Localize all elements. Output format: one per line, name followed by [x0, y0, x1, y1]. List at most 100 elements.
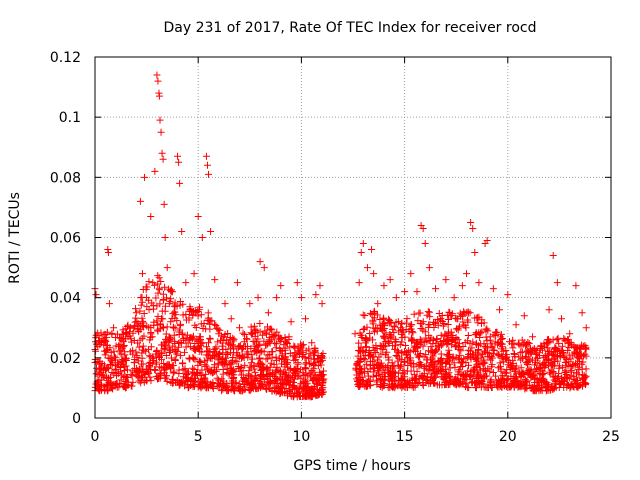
data-point: [445, 377, 453, 385]
data-point: [243, 381, 251, 389]
data-point: [202, 152, 210, 160]
data-point: [415, 362, 423, 370]
data-point: [419, 374, 427, 382]
data-point: [182, 343, 190, 351]
data-point: [116, 348, 124, 356]
data-point: [406, 348, 414, 356]
data-point: [209, 369, 217, 377]
data-point: [307, 373, 315, 381]
data-point: [475, 359, 483, 367]
data-point: [452, 378, 460, 386]
data-point: [137, 301, 145, 309]
data-point: [299, 378, 307, 386]
data-point: [490, 331, 498, 339]
data-point: [558, 374, 566, 382]
data-point: [578, 309, 586, 317]
data-point: [102, 330, 110, 338]
data-point: [411, 381, 419, 389]
data-point: [374, 300, 382, 308]
data-point: [157, 341, 165, 349]
data-point: [527, 366, 535, 374]
data-point: [389, 325, 397, 333]
data-point: [231, 357, 239, 365]
data-point: [467, 218, 475, 226]
data-point: [133, 352, 141, 360]
data-point: [193, 336, 201, 344]
data-point: [306, 369, 314, 377]
data-point: [420, 353, 428, 361]
data-point: [311, 390, 319, 398]
data-point: [233, 358, 241, 366]
data-point: [294, 359, 302, 367]
data-point: [403, 315, 411, 323]
data-point: [353, 371, 361, 379]
data-point: [511, 353, 519, 361]
data-point: [446, 360, 454, 368]
data-point: [401, 288, 409, 296]
data-point: [369, 344, 377, 352]
data-point: [475, 279, 483, 287]
data-point: [141, 173, 149, 181]
y-tick-label: 0.12: [50, 50, 81, 66]
data-point: [230, 337, 238, 345]
data-point: [307, 359, 315, 367]
data-point: [268, 354, 276, 362]
data-point: [256, 319, 264, 327]
data-point: [178, 227, 186, 235]
data-point: [138, 354, 146, 362]
data-point: [155, 92, 163, 100]
data-point: [469, 224, 477, 232]
chart-title: Day 231 of 2017, Rate Of TEC Index for r…: [164, 20, 537, 36]
data-point: [571, 361, 579, 369]
data-point: [449, 336, 457, 344]
data-point: [468, 344, 476, 352]
data-point: [203, 383, 211, 391]
data-point: [214, 356, 222, 364]
data-point: [95, 360, 103, 368]
data-point: [421, 240, 429, 248]
data-point: [145, 278, 153, 286]
data-point: [186, 303, 194, 311]
data-point: [136, 322, 144, 330]
data-point: [296, 392, 304, 400]
data-point: [362, 335, 370, 343]
data-point: [194, 308, 202, 316]
y-tick-label: 0.1: [59, 110, 81, 126]
data-point: [182, 336, 190, 344]
data-point: [134, 357, 142, 365]
data-point: [373, 356, 381, 364]
data-point: [509, 336, 517, 344]
data-point: [429, 336, 437, 344]
data-point: [395, 327, 403, 335]
data-point: [241, 331, 249, 339]
data-point: [489, 369, 497, 377]
data-point: [116, 363, 124, 371]
data-point: [121, 382, 129, 390]
data-point: [450, 359, 458, 367]
data-point: [425, 264, 433, 272]
data-point: [370, 270, 378, 278]
data-point: [135, 343, 143, 351]
data-point: [210, 361, 218, 369]
data-point: [299, 369, 307, 377]
data-point: [534, 364, 542, 372]
data-point: [471, 249, 479, 257]
data-point: [263, 341, 271, 349]
data-point: [419, 380, 427, 388]
data-point: [264, 355, 272, 363]
data-point: [487, 378, 495, 386]
data-point: [565, 351, 573, 359]
data-point: [427, 343, 435, 351]
data-point: [245, 367, 253, 375]
data-point: [248, 351, 256, 359]
data-point: [571, 377, 579, 385]
data-point: [160, 200, 168, 208]
data-point: [281, 363, 289, 371]
data-point: [151, 167, 159, 175]
data-point: [178, 329, 186, 337]
data-point: [519, 354, 527, 362]
data-point: [397, 362, 405, 370]
data-point: [150, 318, 158, 326]
data-point: [435, 343, 443, 351]
data-point: [537, 342, 545, 350]
